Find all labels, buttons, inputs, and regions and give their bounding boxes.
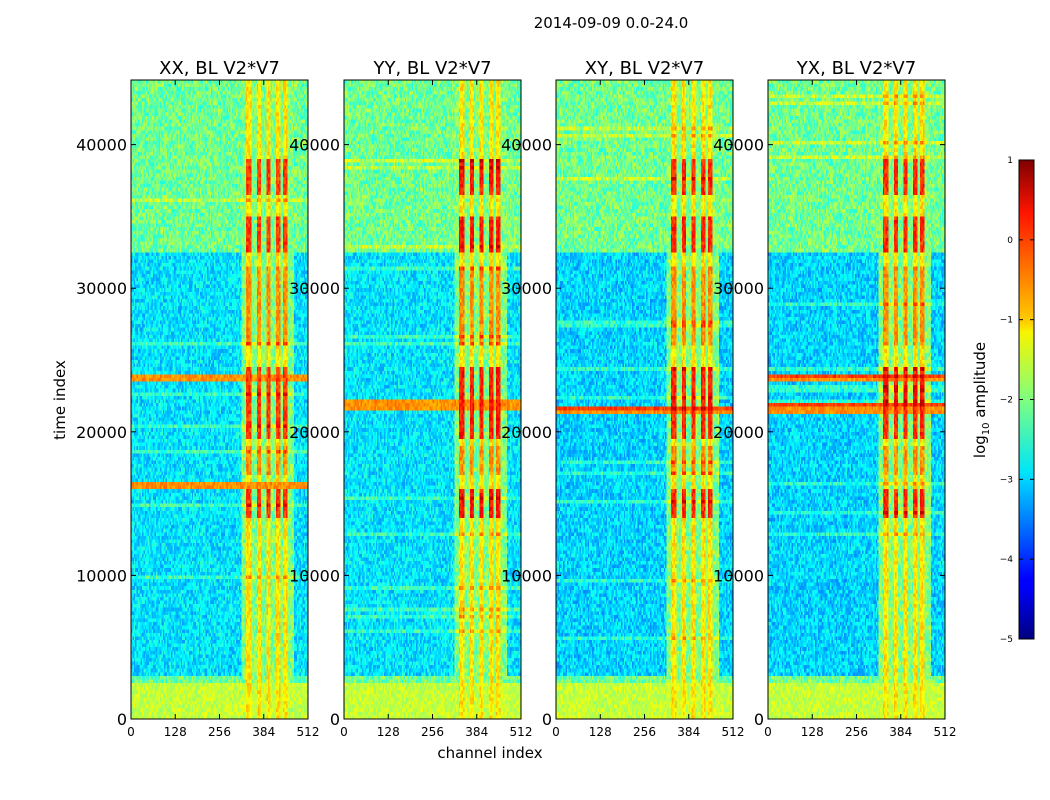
panel-title: YY, BL V2*V7 (372, 58, 491, 79)
colorbar-ticks: 1 0 −1 −2 −3 −4 −5 (1000, 156, 1034, 645)
x-tick-label: 384 (677, 725, 700, 739)
y-tick-label: 40000 (289, 136, 340, 155)
panels: XX, BL V2*V7 0 128 256 384 512 0 10000 20000 3000… (76, 58, 956, 739)
panel: YX, BL V2*V7 0 128 256 384 512 0 10000 20000 3000… (713, 58, 956, 739)
x-tick-label: 512 (722, 725, 745, 739)
y-tick-label: 0 (117, 710, 127, 729)
y-tick-label: 30000 (289, 279, 340, 298)
x-tick-label: 512 (934, 725, 957, 739)
colorbar-tick-label: −1 (1000, 316, 1013, 326)
x-tick-label: 128 (164, 725, 187, 739)
colorbar-label-sub: 10 (981, 422, 992, 435)
y-tick-label: 20000 (501, 423, 552, 442)
y-tick-label: 10000 (289, 566, 340, 585)
panel-title: XY, BL V2*V7 (585, 58, 704, 79)
x-tick-label: 256 (208, 725, 231, 739)
x-tick-label: 384 (252, 725, 275, 739)
panel: XY, BL V2*V7 0 128 256 384 512 0 10000 20000 3000… (501, 58, 744, 739)
colorbar-tick-label: −3 (1000, 475, 1013, 485)
y-axis-label: time index (51, 360, 69, 440)
x-tick-label: 384 (465, 725, 488, 739)
colorbar-tick-label: 0 (1007, 236, 1013, 246)
figure-suptitle: 2014-09-09 0.0-24.0 (534, 14, 689, 32)
colorbar-tick-label: −5 (1000, 635, 1013, 645)
y-tick-label: 20000 (289, 423, 340, 442)
x-tick-label: 128 (589, 725, 612, 739)
y-tick-label: 10000 (501, 566, 552, 585)
panel: XX, BL V2*V7 0 128 256 384 512 0 10000 20000 3000… (76, 58, 319, 739)
x-axis-label: channel index (437, 744, 542, 762)
colorbar-tick-label: −4 (1000, 555, 1014, 565)
y-tick-label: 0 (330, 710, 340, 729)
heatmap-image (131, 80, 308, 719)
heatmap-image (344, 80, 521, 719)
x-tick-label: 0 (764, 725, 772, 739)
y-tick-label: 10000 (76, 566, 127, 585)
panel-title: XX, BL V2*V7 (159, 58, 280, 79)
y-tick-label: 30000 (501, 279, 552, 298)
colorbar: 10−1−2−3−4−5 log10 amplitude (971, 156, 1035, 645)
y-tick-label: 40000 (76, 136, 127, 155)
y-tick-label: 30000 (76, 279, 127, 298)
y-tick-label: 30000 (713, 279, 764, 298)
y-tick-label: 20000 (713, 423, 764, 442)
panel-title: YX, BL V2*V7 (796, 58, 916, 79)
x-tick-label: 128 (377, 725, 400, 739)
x-tick-label: 256 (845, 725, 868, 739)
x-tick-label: 128 (801, 725, 824, 739)
x-tick-label: 384 (889, 725, 912, 739)
heatmap-image (768, 80, 945, 719)
y-tick-label: 0 (754, 710, 764, 729)
x-tick-label: 512 (297, 725, 320, 739)
x-tick-label: 0 (127, 725, 135, 739)
x-tick-label: 0 (340, 725, 348, 739)
x-tick-label: 256 (421, 725, 444, 739)
y-tick-label: 10000 (713, 566, 764, 585)
y-tick-label: 40000 (713, 136, 764, 155)
colorbar-tick-label: 1 (1007, 156, 1013, 166)
colorbar-tick-label: −2 (1000, 396, 1013, 406)
colorbar-label: log10 amplitude (971, 342, 992, 458)
x-tick-label: 0 (552, 725, 560, 739)
colorbar-label-suffix: amplitude (971, 342, 989, 423)
x-tick-label: 512 (510, 725, 533, 739)
y-tick-label: 40000 (501, 136, 552, 155)
panel: YY, BL V2*V7 0 128 256 384 512 0 10000 20000 3000… (289, 58, 532, 739)
heatmap-image (556, 80, 733, 719)
y-tick-label: 0 (542, 710, 552, 729)
y-tick-label: 20000 (76, 423, 127, 442)
colorbar-label-prefix: log (971, 435, 989, 458)
x-tick-label: 256 (633, 725, 656, 739)
